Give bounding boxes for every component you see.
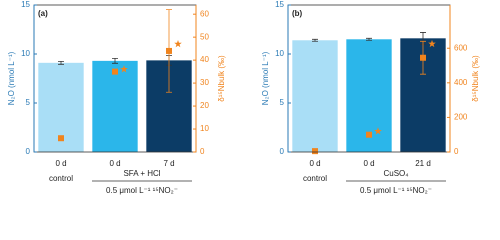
x-tick-label: 0 d xyxy=(55,159,66,168)
group-label: SFA + HCl xyxy=(123,169,160,178)
y2-tick-label: 0 xyxy=(454,147,459,156)
square-marker xyxy=(112,68,118,75)
y2-axis-title: δ¹⁵Nbulk (‰) xyxy=(217,55,226,102)
y-tick-label: 0 xyxy=(26,147,31,156)
y2-tick-label: 600 xyxy=(454,43,468,52)
y-tick-label: 10 xyxy=(275,49,284,58)
x-tick-label: 21 d xyxy=(415,159,431,168)
group-label: CuSO₄ xyxy=(383,169,408,178)
error-bar xyxy=(112,58,118,64)
star-marker xyxy=(374,127,382,135)
y2-tick-label: 10 xyxy=(200,124,209,133)
star-marker xyxy=(428,39,436,48)
y-axis-title: N₂O (nmol L⁻¹) xyxy=(261,51,270,105)
y-tick-label: 15 xyxy=(275,0,284,9)
y2-tick-label: 0 xyxy=(200,147,205,156)
y2-tick-label: 40 xyxy=(200,55,209,64)
y2-tick-label: 400 xyxy=(454,78,468,87)
error-bar xyxy=(312,38,318,42)
square-marker xyxy=(166,47,172,54)
error-bar xyxy=(58,60,64,65)
error-bar xyxy=(366,37,372,41)
y-tick-label: 5 xyxy=(26,98,31,107)
condition-label: 0.5 μmol L⁻¹ ¹⁵NO₂⁻ xyxy=(106,186,178,195)
bar xyxy=(292,40,338,152)
y-axis-title: N₂O (nmol L⁻¹) xyxy=(7,51,16,105)
y-tick-label: 10 xyxy=(21,49,30,58)
y2-tick-label: 20 xyxy=(200,101,209,110)
square-marker xyxy=(420,54,426,61)
x-tick-label: 0 d xyxy=(363,159,374,168)
panel-label: (b) xyxy=(292,9,303,18)
group-label: control xyxy=(303,174,327,183)
x-tick-label: 7 d xyxy=(163,159,174,168)
square-marker xyxy=(366,131,372,138)
y2-tick-label: 50 xyxy=(200,32,209,41)
y2-tick-label: 60 xyxy=(200,9,209,18)
y-tick-label: 0 xyxy=(280,147,285,156)
x-tick-label: 0 d xyxy=(109,159,120,168)
square-marker xyxy=(312,148,318,155)
x-tick-label: 0 d xyxy=(309,159,320,168)
condition-label: 0.5 μmol L⁻¹ ¹⁵NO₂⁻ xyxy=(360,186,432,195)
star-marker xyxy=(120,65,128,73)
panel-label: (a) xyxy=(38,9,48,18)
y-tick-label: 5 xyxy=(280,98,285,107)
square-marker xyxy=(58,135,64,142)
bar xyxy=(92,60,138,152)
star-marker xyxy=(174,40,182,48)
y-tick-label: 15 xyxy=(21,0,30,9)
group-label: control xyxy=(49,174,73,183)
y2-tick-label: 30 xyxy=(200,78,209,87)
y2-tick-label: 200 xyxy=(454,113,468,122)
y2-axis-title: δ¹⁵Nbulk (‰) xyxy=(471,55,480,102)
